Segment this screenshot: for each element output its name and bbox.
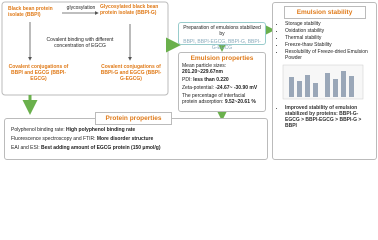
property-line: PDI: less than 0.220 bbox=[182, 77, 262, 83]
stability-item: Oxidation stability bbox=[285, 28, 370, 34]
property-line: Polyphenol binding rate: High polyphenol… bbox=[11, 127, 261, 133]
emulsion-properties-list: Mean particle sizes: 201.20~229.67nm PDI:… bbox=[179, 63, 265, 105]
property-value: 201.20~229.67nm bbox=[182, 69, 224, 75]
graphical-abstract: Black bean protein isolate (BBPI) glycos… bbox=[0, 0, 378, 161]
stability-item: Resolubility of Freeze-dried Emulsion Po… bbox=[285, 49, 370, 61]
property-label: Zeta-potential: bbox=[182, 85, 216, 91]
property-label: Polyphenol binding rate: bbox=[11, 127, 67, 133]
chart-bars bbox=[289, 71, 354, 97]
emulsion-properties-title: Emulsion properties bbox=[190, 55, 254, 62]
bbpi: Black bean protein isolate (BBPI) bbox=[8, 6, 53, 18]
property-line: The percentage of interfacial protein ad… bbox=[182, 93, 262, 105]
stability-item: Freeze-thaw Stability bbox=[285, 42, 370, 48]
conclusion-text: Improved stability of emulsion stabilize… bbox=[285, 105, 372, 129]
bbpi-g-egcg: Covalent conjugations of BBPI-G and EGCG… bbox=[100, 64, 162, 82]
property-value: less than 0.220 bbox=[193, 77, 229, 83]
property-line: Fluorescence spectroscopy and FTIR: More… bbox=[11, 136, 261, 142]
property-label: Mean particle sizes: bbox=[182, 63, 227, 69]
property-line: EAI and ESI: Best adding amount of EGCG … bbox=[11, 145, 261, 151]
preparation-box: Preparation of emulsions stabilized by B… bbox=[178, 22, 266, 51]
connectors bbox=[1, 1, 275, 121]
emulsion-properties-box: Emulsion properties Mean particle sizes:… bbox=[178, 52, 266, 112]
stability-item: Storage stability bbox=[285, 21, 370, 27]
property-value: -24.67~ -30.90 mV bbox=[215, 85, 258, 91]
property-line: Zeta-potential: -24.67~ -30.90 mV bbox=[182, 85, 262, 91]
bbpi-g: Glycosylated black bean protein isolate … bbox=[100, 4, 159, 16]
stability-item: Thermal stability bbox=[285, 35, 370, 41]
property-value: 9.52~20.61 % bbox=[224, 99, 256, 105]
property-label: Fluorescence spectroscopy and FTIR: bbox=[11, 136, 97, 142]
covalent-label: Covalent binding with different concentr… bbox=[46, 37, 114, 49]
conclusion: Improved stability of emulsion stabilize… bbox=[273, 103, 376, 129]
bbpi-egcg: Covalent conjugations of BBPI and EGCG (… bbox=[8, 64, 69, 82]
glycosylation-label: glycosylation bbox=[66, 5, 96, 11]
emulsion-stability-title: Emulsion stability bbox=[283, 6, 366, 19]
property-label: EAI and ESI: bbox=[11, 145, 42, 151]
preparation-label: Preparation of emulsions stabilized by bbox=[183, 25, 261, 37]
property-label: The percentage of interfacial protein ad… bbox=[182, 93, 246, 105]
property-value: More disorder structure bbox=[96, 136, 154, 142]
stability-list: Storage stabilityOxidation stabilityTher… bbox=[273, 21, 370, 61]
property-label: PDI: bbox=[182, 77, 194, 83]
protein-properties-list: Polyphenol binding rate: High polyphenol… bbox=[5, 119, 267, 151]
emulsion-stability-box: Emulsion stability Storage stabilityOxid… bbox=[272, 2, 377, 160]
property-value: High polyphenol binding rate bbox=[66, 127, 136, 133]
preparation-items: BBPI, BBPI-EGCG, BBPI-G, BBPI-G-EGCG bbox=[183, 39, 261, 51]
stability-chart-thumbnail bbox=[282, 64, 364, 100]
property-line: Mean particle sizes: 201.20~229.67nm bbox=[182, 63, 262, 75]
conclusion-list: Improved stability of emulsion stabilize… bbox=[277, 105, 372, 129]
property-value: Best adding amount of EGCG protein (150 … bbox=[41, 145, 161, 151]
protein-properties-title: Protein properties bbox=[95, 112, 172, 125]
